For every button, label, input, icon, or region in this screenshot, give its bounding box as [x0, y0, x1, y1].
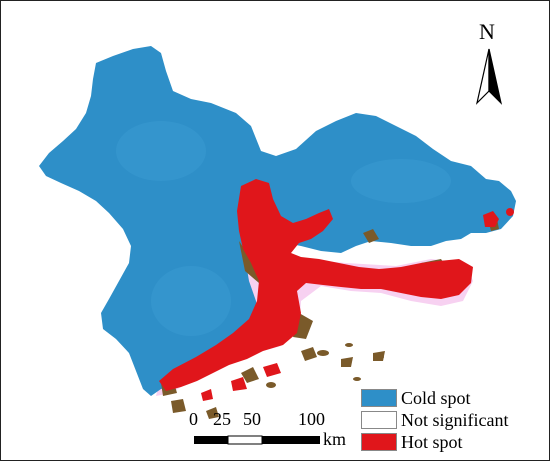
- north-label: N: [479, 19, 495, 44]
- cold-spot-swatch: [361, 389, 397, 407]
- legend-item-cold: Cold spot: [361, 387, 508, 409]
- legend-item-hot: Hot spot: [361, 431, 508, 453]
- not-significant-swatch: [361, 411, 397, 429]
- cold-spot-texture: [116, 121, 451, 336]
- legend-label: Cold spot: [401, 387, 471, 408]
- scale-tick-100: 100: [298, 409, 325, 429]
- scale-bar: [194, 435, 320, 445]
- scale-tick-0: 0: [189, 409, 198, 429]
- hot-spot-swatch: [361, 433, 397, 451]
- hot-spot-regions: [159, 179, 514, 401]
- legend: Cold spot Not significant Hot spot: [361, 387, 508, 453]
- offshore-islands: [266, 343, 384, 388]
- north-arrow-icon: [475, 48, 503, 105]
- legend-label: Hot spot: [401, 431, 463, 452]
- legend-item-not-significant: Not significant: [361, 409, 508, 431]
- scale-tick-50: 50: [243, 409, 261, 429]
- legend-label: Not significant: [401, 409, 509, 430]
- scale-unit: km: [323, 429, 347, 449]
- scale-tick-25: 25: [213, 409, 231, 429]
